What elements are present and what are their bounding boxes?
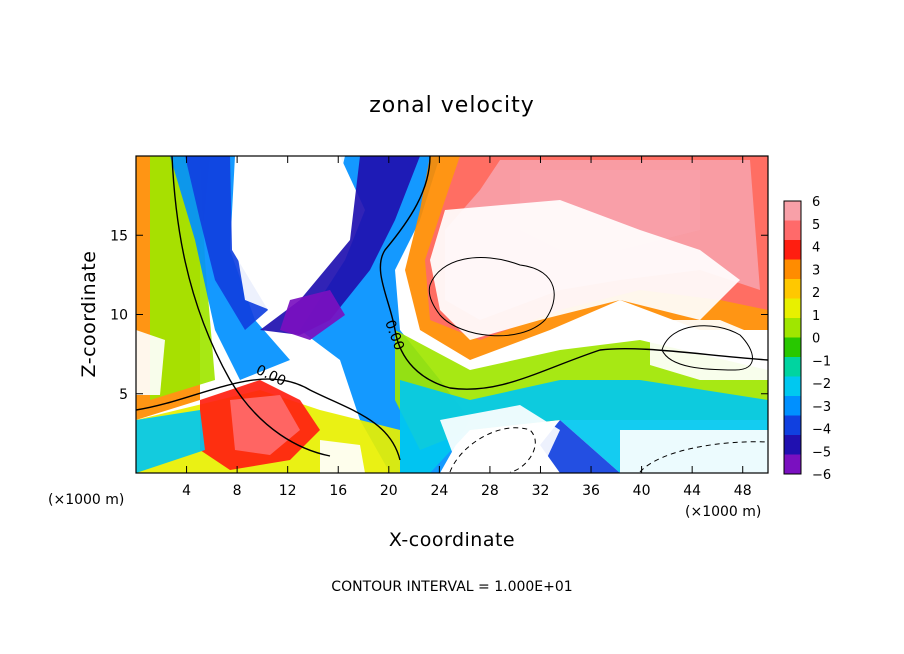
- colorbar-tick-label: 4: [812, 241, 820, 256]
- colorbar-tick-label: −5: [812, 445, 831, 460]
- contour-lines: [136, 156, 768, 473]
- y-axis-label: Z-coordinate: [78, 251, 100, 378]
- colorbar-swatch: [784, 376, 801, 397]
- colorbar-swatch: [784, 279, 801, 299]
- colorbar-swatch: [784, 415, 801, 436]
- y-unit-label: (×1000 m): [48, 492, 124, 508]
- zero-contour-lower: [136, 378, 401, 461]
- colorbar-tick-label: 2: [812, 286, 820, 301]
- field-band: [260, 156, 420, 335]
- colorbar-swatch: [784, 435, 801, 455]
- colorbar-swatch: [784, 240, 801, 260]
- x-axis-ticks: 4 8 12 16 20 24 28 32 36 40 44 48: [182, 156, 752, 499]
- x-axis-label: X-coordinate: [389, 529, 515, 551]
- colorbar-swatch: [784, 201, 801, 221]
- dashed-contour-a: [449, 427, 536, 473]
- colorbar-tick-label: 1: [812, 309, 820, 324]
- colorbar-tick-label: −6: [812, 468, 831, 483]
- x-tick-label: 36: [582, 483, 600, 499]
- x-tick-label: 16: [329, 483, 347, 499]
- colorbar-tick-label: 6: [812, 195, 820, 210]
- closed-contour-a: [428, 257, 555, 337]
- colorbar-swatch: [784, 454, 801, 475]
- field-band: [620, 430, 768, 473]
- x-tick-label: 44: [683, 483, 701, 499]
- contour-interval: CONTOUR INTERVAL = 1.000E+01: [331, 579, 572, 595]
- x-tick-label: 32: [532, 483, 550, 499]
- heatmap-field: 0.00 0.00: [136, 156, 768, 473]
- y-tick-label: 5: [119, 387, 128, 403]
- zero-contour-mid: [379, 156, 768, 390]
- x-tick-label: 4: [182, 483, 191, 499]
- field-band: [136, 410, 205, 473]
- colorbar-swatch: [784, 318, 801, 338]
- x-unit-label: (×1000 m): [685, 504, 761, 520]
- closed-contour-b: [661, 325, 753, 371]
- x-tick-label: 40: [633, 483, 651, 499]
- field-band: [540, 420, 620, 473]
- colorbar-tick-label: −3: [812, 400, 831, 415]
- x-tick-label: 12: [279, 483, 297, 499]
- colorbar-swatch: [784, 220, 801, 241]
- colorbar-tick-label: 5: [812, 218, 820, 233]
- colorbar-tick-label: −4: [812, 423, 831, 438]
- field-band: [440, 405, 560, 473]
- field-band: [650, 320, 768, 380]
- chart-title: zonal velocity: [369, 93, 535, 118]
- zero-contour-left: [171, 156, 331, 457]
- field-band: [280, 290, 345, 340]
- colorbar-tick-label: 3: [812, 263, 820, 278]
- colorbar-swatch: [784, 357, 801, 377]
- colorbar-swatch: [784, 396, 801, 416]
- colorbar-swatch: [784, 259, 801, 280]
- x-tick-label: 48: [734, 483, 752, 499]
- y-tick-label: 15: [110, 228, 128, 244]
- x-tick-label: 24: [430, 483, 448, 499]
- field-band: [320, 440, 365, 473]
- colorbar-tick-label: −1: [812, 354, 831, 369]
- field-band: [430, 200, 740, 340]
- x-tick-label: 8: [233, 483, 242, 499]
- y-axis-ticks: 5 10 15: [110, 228, 768, 403]
- field-band: [136, 330, 165, 395]
- colorbar-swatch: [784, 337, 801, 358]
- colorbar: 6 5 4 3 2 1 0 −1 −2 −3 −4 −5 −6: [783, 195, 831, 483]
- field-band: [235, 156, 345, 310]
- x-tick-label: 28: [481, 483, 499, 499]
- colorbar-swatch: [784, 298, 801, 319]
- dashed-contour-b: [639, 441, 768, 473]
- field-band: [230, 395, 300, 455]
- y-tick-label: 10: [110, 308, 128, 324]
- x-tick-label: 20: [380, 483, 398, 499]
- colorbar-frame: [783, 200, 802, 475]
- colorbar-tick-label: 0: [812, 332, 820, 347]
- colorbar-tick-label: −2: [812, 377, 831, 392]
